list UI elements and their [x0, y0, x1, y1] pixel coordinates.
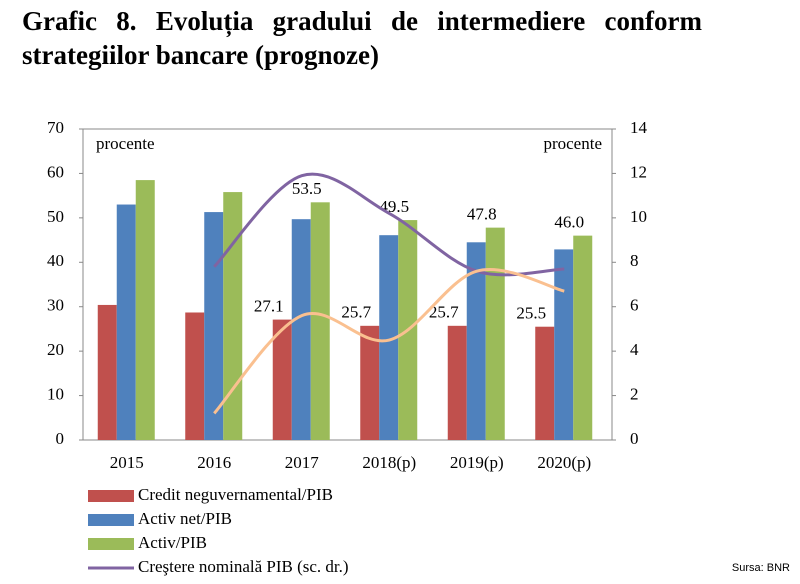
- plot-frame: [82, 128, 613, 441]
- y-unit-left: procente: [96, 134, 155, 153]
- bar: [573, 235, 593, 440]
- bar: [535, 326, 555, 440]
- value-label: 49.5: [379, 197, 409, 216]
- y-tick-label: 50: [47, 207, 64, 226]
- value-label: 25.5: [516, 304, 546, 323]
- bar: [135, 180, 155, 441]
- chart-title: Grafic 8. Evoluția gradului de intermedi…: [22, 6, 702, 70]
- line: [213, 268, 565, 415]
- y2-tick-label: 4: [630, 340, 639, 359]
- bar: [272, 319, 292, 440]
- bar: [310, 202, 330, 440]
- bar: [291, 219, 311, 440]
- value-label: 47.8: [467, 205, 497, 224]
- line: [213, 172, 565, 277]
- y2-tick-label: 8: [630, 251, 639, 270]
- value-label: 27.1: [254, 297, 284, 316]
- y-tick-label: 10: [47, 384, 64, 403]
- y2-tick-label: 10: [630, 207, 647, 226]
- legend-label: Activ/PIB: [138, 533, 207, 552]
- y2-tick-label: 12: [630, 162, 647, 181]
- y2-tick-label: 6: [630, 296, 639, 315]
- bar: [466, 242, 486, 440]
- y-tick-label: 30: [47, 296, 64, 315]
- x-tick-label: 2018(p): [362, 453, 416, 472]
- value-label: 25.7: [429, 303, 459, 322]
- bar: [97, 304, 117, 440]
- legend-swatch: [88, 514, 134, 526]
- value-label: 53.5: [292, 179, 322, 198]
- legend-swatch: [88, 538, 134, 550]
- bar: [360, 325, 380, 440]
- bar: [116, 204, 136, 440]
- bar: [554, 249, 574, 440]
- bar: [185, 312, 205, 440]
- y-tick-label: 20: [47, 340, 64, 359]
- y-unit-right: procente: [543, 134, 602, 153]
- bar: [204, 212, 224, 440]
- legend-label: Credit neguvernamental/PIB: [138, 485, 333, 504]
- x-tick-label: 2016: [197, 453, 231, 472]
- legend-label: Activ net/PIB: [138, 509, 232, 528]
- y2-tick-label: 0: [630, 429, 639, 448]
- y-tick-label: 70: [47, 118, 64, 137]
- x-tick-label: 2017: [285, 453, 320, 472]
- value-label: 46.0: [554, 213, 584, 232]
- bar: [447, 325, 467, 440]
- x-tick-label: 2020(p): [537, 453, 591, 472]
- legend-swatch: [88, 490, 134, 502]
- x-tick-label: 2019(p): [450, 453, 504, 472]
- source: Sursa: BNR: [732, 562, 790, 574]
- y2-tick-label: 14: [630, 118, 648, 137]
- bar: [485, 227, 505, 440]
- y2-tick-label: 2: [630, 384, 639, 403]
- y-tick-label: 60: [47, 162, 64, 181]
- bar: [223, 192, 243, 440]
- legend-label: Creştere nominală PIB (sc. dr.): [138, 557, 349, 576]
- y-tick-label: 0: [56, 429, 65, 448]
- bar: [379, 235, 399, 440]
- y-tick-label: 40: [47, 251, 64, 270]
- x-tick-label: 2015: [110, 453, 144, 472]
- value-label: 25.7: [341, 303, 371, 322]
